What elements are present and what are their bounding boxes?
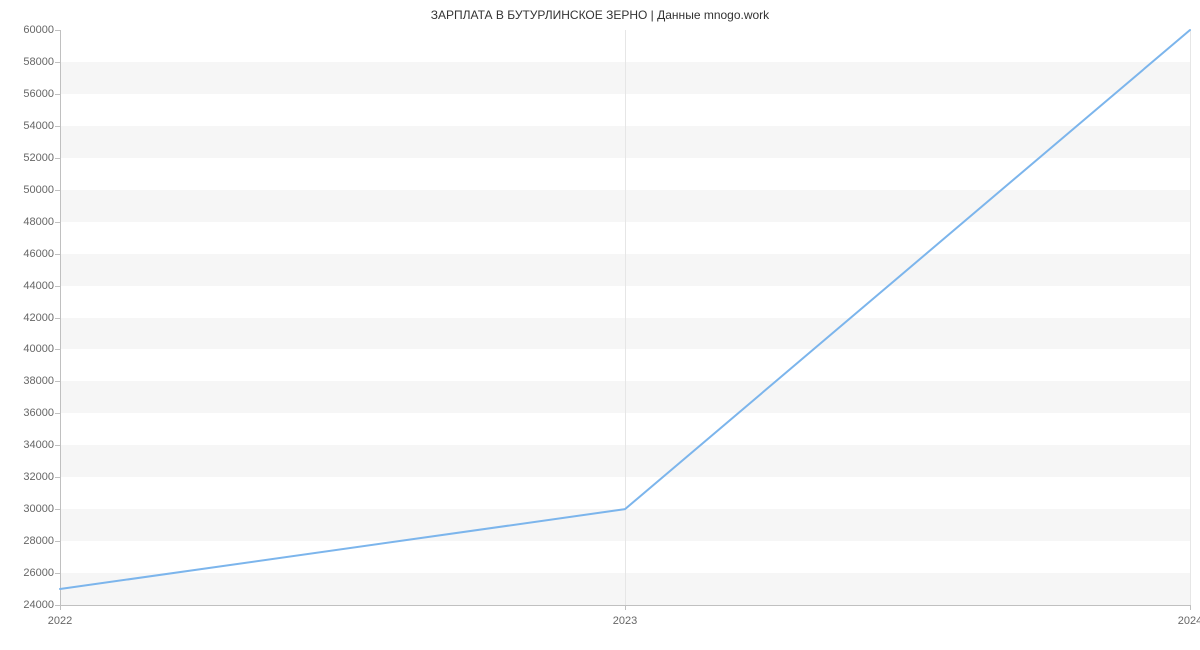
y-tick-label: 46000: [23, 248, 54, 260]
x-tick-label: 2023: [613, 615, 637, 627]
grid-line-vertical: [1190, 30, 1191, 605]
y-tick-label: 40000: [23, 343, 54, 355]
series-layer: [60, 30, 1190, 605]
x-tick: [1190, 605, 1191, 610]
plot-area: 2400026000280003000032000340003600038000…: [60, 30, 1190, 605]
y-tick-label: 26000: [23, 567, 54, 579]
y-tick-label: 32000: [23, 471, 54, 483]
y-tick-label: 44000: [23, 280, 54, 292]
y-tick-label: 48000: [23, 216, 54, 228]
x-tick-label: 2024: [1178, 615, 1200, 627]
y-tick-label: 28000: [23, 535, 54, 547]
y-tick-label: 56000: [23, 88, 54, 100]
series-line-salary: [60, 30, 1190, 589]
x-tick: [625, 605, 626, 610]
salary-line-chart: ЗАРПЛАТА В БУТУРЛИНСКОЕ ЗЕРНО | Данные m…: [0, 0, 1200, 650]
y-tick-label: 54000: [23, 120, 54, 132]
y-tick-label: 36000: [23, 407, 54, 419]
x-tick-label: 2022: [48, 615, 72, 627]
y-tick-label: 58000: [23, 56, 54, 68]
y-tick-label: 34000: [23, 439, 54, 451]
x-tick: [60, 605, 61, 610]
y-tick-label: 24000: [23, 599, 54, 611]
y-tick-label: 60000: [23, 24, 54, 36]
chart-title: ЗАРПЛАТА В БУТУРЛИНСКОЕ ЗЕРНО | Данные m…: [0, 8, 1200, 22]
y-tick-label: 50000: [23, 184, 54, 196]
y-tick-label: 42000: [23, 312, 54, 324]
y-tick-label: 30000: [23, 503, 54, 515]
y-tick-label: 52000: [23, 152, 54, 164]
y-tick-label: 38000: [23, 375, 54, 387]
